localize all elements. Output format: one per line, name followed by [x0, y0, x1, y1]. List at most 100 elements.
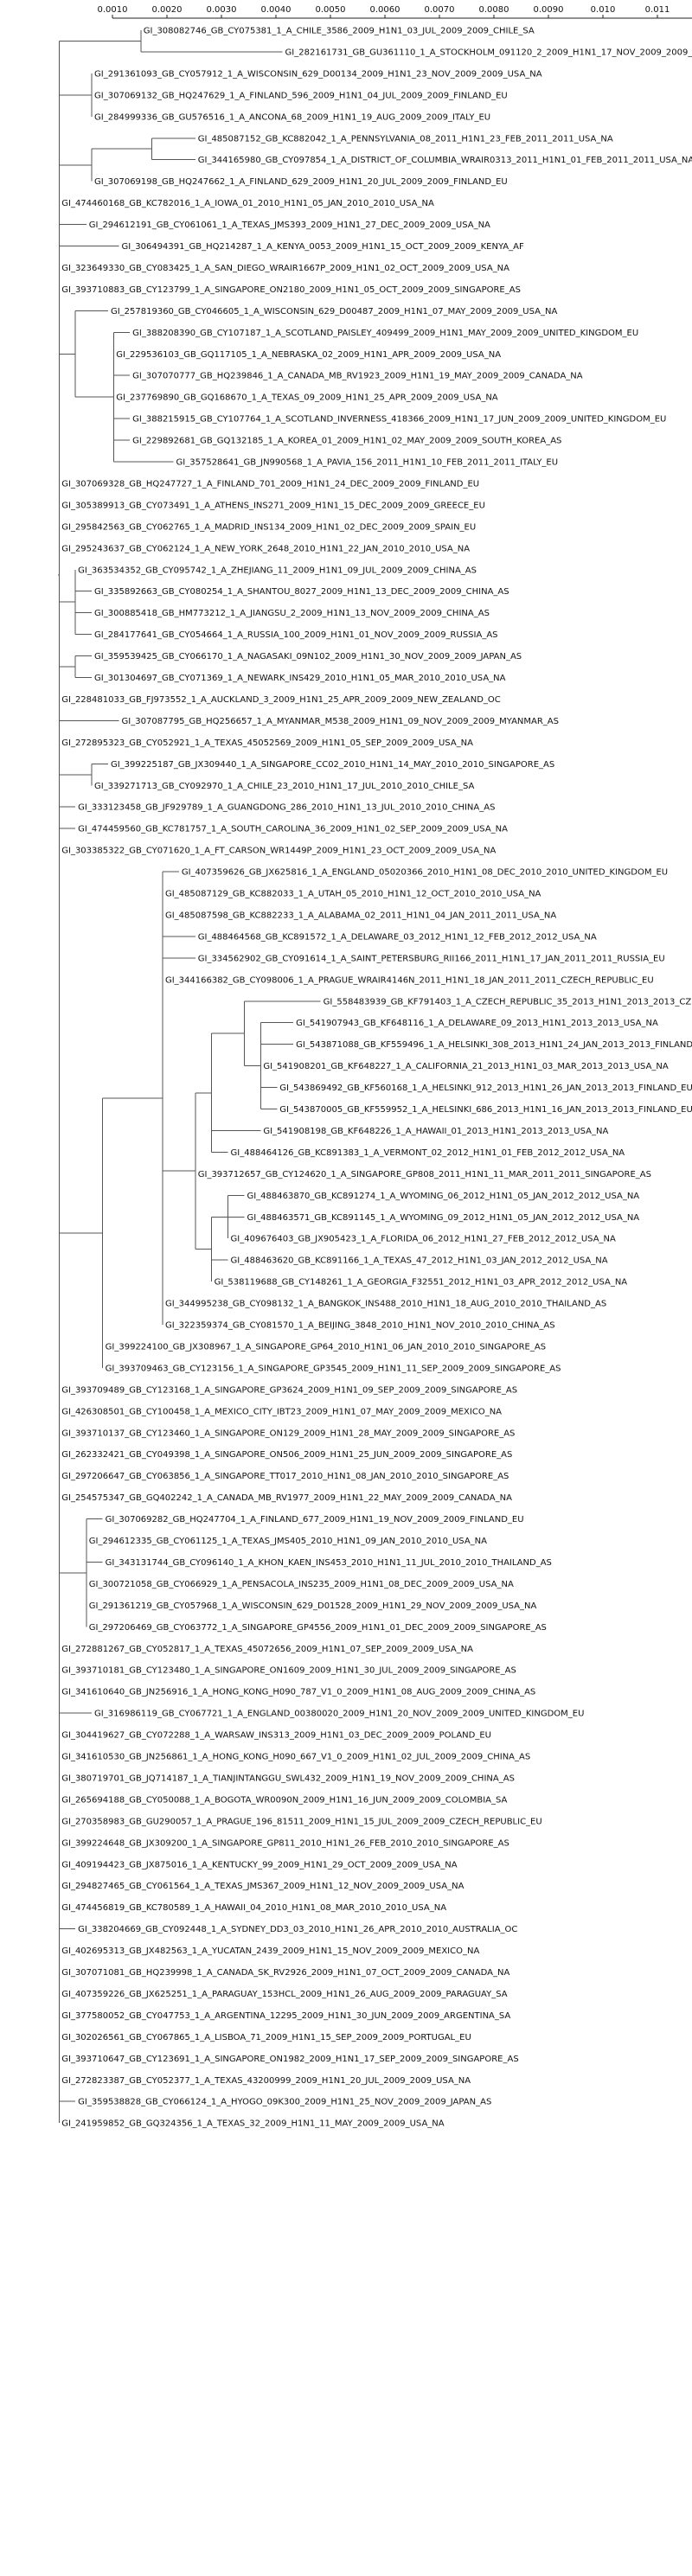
leaf-label: GI_474459560_GB_KC781757_1_A_SOUTH_CAROL… [78, 825, 508, 834]
leaf-label: GI_307069328_GB_HQ247727_1_A_FINLAND_701… [61, 479, 479, 489]
leaf-label: GI_393710181_GB_CY123480_1_A_SINGAPORE_O… [61, 1666, 516, 1676]
leaf-label: GI_304419627_GB_CY072288_1_A_WARSAW_INS3… [61, 1731, 491, 1741]
leaf-label: GI_426308501_GB_CY100458_1_A_MEXICO_CITY… [61, 1407, 502, 1416]
leaf-label: GI_541908201_GB_KF648227_1_A_CALIFORNIA_… [263, 1062, 669, 1071]
leaf-label: GI_307069198_GB_HQ247662_1_A_FINLAND_629… [94, 177, 508, 187]
leaf-label: GI_409194423_GB_JX875016_1_A_KENTUCKY_99… [61, 1860, 457, 1870]
leaf-label: GI_485087598_GB_KC882233_1_A_ALABAMA_02_… [165, 911, 556, 920]
leaf-label: GI_307070777_GB_HQ239846_1_A_CANADA_MB_R… [132, 372, 583, 381]
leaf-label: GI_257819360_GB_CY046605_1_A_WISCONSIN_6… [111, 307, 558, 316]
leaf-label: GI_301304697_GB_CY071369_1_A_NEWARK_INS4… [94, 674, 506, 683]
leaf-label: GI_307071081_GB_HQ239998_1_A_CANADA_SK_R… [61, 1968, 509, 1978]
leaf-label: GI_300885418_GB_HM773212_1_A_JIANGSU_2_2… [94, 609, 490, 618]
axis-tick-label: 0.0070 [425, 5, 455, 15]
leaf-label: GI_393710647_GB_CY123691_1_A_SINGAPORE_O… [61, 2055, 518, 2064]
leaf-label: GI_297206647_GB_CY063856_1_A_SINGAPORE_T… [61, 1472, 509, 1481]
leaf-label: GI_291361219_GB_CY057968_1_A_WISCONSIN_6… [89, 1601, 537, 1611]
leaf-label: GI_488464126_GB_KC891383_1_A_VERMONT_02_… [231, 1148, 625, 1158]
leaf-label: GI_284999336_GB_GU576516_1_A_ANCONA_68_2… [94, 112, 490, 122]
leaf-label: GI_262332421_GB_CY049398_1_A_SINGAPORE_O… [61, 1450, 512, 1460]
scale-axis: 0.0010 0.0020 0.0030 0.0040 0.0050 0.0060 0.00… [98, 5, 692, 19]
axis-tick-label: 0.011 [645, 5, 670, 15]
leaf-label: GI_335892663_GB_CY080254_1_A_SHANTOU_802… [94, 587, 509, 597]
leaf-label: GI_307069132_GB_HQ247629_1_A_FINLAND_596… [94, 91, 508, 100]
leaf-label: GI_307069282_GB_HQ247704_1_A_FINLAND_677… [106, 1515, 524, 1525]
leaf-label: GI_341610640_GB_JN256916_1_A_HONG_KONG_H… [61, 1688, 535, 1697]
leaf-label: GI_305389913_GB_CY073491_1_A_ATHENS_INS2… [61, 501, 485, 510]
axis-tick-label: 0.010 [591, 5, 616, 15]
leaf-label: GI_488463620_GB_KC891166_1_A_TEXAS_47_20… [231, 1256, 608, 1266]
leaf-label: GI_393709489_GB_CY123168_1_A_SINGAPORE_G… [61, 1385, 517, 1395]
tree-branches [58, 30, 321, 2124]
leaf-label: GI_316986119_GB_CY067721_1_A_ENGLAND_003… [94, 1710, 584, 1719]
leaf-label: GI_558483939_GB_KF791403_1_A_CZECH_REPUB… [324, 997, 692, 1007]
leaf-label: GI_323649330_GB_CY083425_1_A_SAN_DIEGO_W… [61, 264, 509, 273]
leaf-label: GI_339271713_GB_CY092970_1_A_CHILE_23_20… [94, 782, 474, 791]
leaf-label: GI_485087152_GB_KC882042_1_A_PENNSYLVANI… [198, 134, 613, 144]
axis-tick-label: 0.0010 [98, 5, 128, 15]
leaf-label: GI_254575347_GB_GQ402242_1_A_CANADA_MB_R… [61, 1493, 512, 1503]
leaf-label: GI_393710137_GB_CY123460_1_A_SINGAPORE_O… [61, 1429, 515, 1438]
leaf-label: GI_272823387_GB_CY052377_1_A_TEXAS_43200… [61, 2076, 471, 2086]
leaf-label: GI_300721058_GB_CY066929_1_A_PENSACOLA_I… [89, 1580, 514, 1589]
leaf-label: GI_541908198_GB_KF648226_1_A_HAWAII_01_2… [263, 1127, 608, 1136]
leaf-label: GI_407359626_GB_JX625816_1_A_ENGLAND_050… [182, 868, 668, 878]
leaf-label: GI_294612335_GB_CY061125_1_A_TEXAS_JMS40… [89, 1537, 487, 1546]
leaf-label: GI_377580052_GB_CY047753_1_A_ARGENTINA_1… [61, 2011, 510, 2021]
leaf-label: GI_295243637_GB_CY062124_1_A_NEW_YORK_26… [61, 544, 470, 553]
leaf-label: GI_344165980_GB_CY097854_1_A_DISTRICT_OF… [198, 156, 692, 165]
leaf-label: GI_229536103_GB_GQ117105_1_A_NEBRASKA_02… [116, 350, 501, 360]
leaf-label: GI_265694188_GB_CY050088_1_A_BOGOTA_WR00… [61, 1795, 507, 1805]
leaf-label: GI_344995238_GB_CY098132_1_A_BANGKOK_INS… [165, 1300, 606, 1309]
leaf-label: GI_474460168_GB_KC782016_1_A_IOWA_01_201… [61, 199, 434, 208]
leaf-label: GI_333123458_GB_JF929789_1_A_GUANGDONG_2… [78, 803, 495, 813]
axis-tick-label: 0.0030 [207, 5, 237, 15]
leaf-label: GI_344166382_GB_CY098006_1_A_PRAGUE_WRAI… [165, 975, 654, 985]
leaf-label: GI_322359374_GB_CY081570_1_A_BEIJING_384… [165, 1321, 555, 1331]
leaf-label: GI_343131744_GB_CY096140_1_A_KHON_KAEN_I… [106, 1558, 552, 1568]
axis-tick-label: 0.0050 [316, 5, 346, 15]
leaf-label: GI_295842563_GB_CY062765_1_A_MADRID_INS1… [61, 522, 476, 532]
leaf-label: GI_282161731_GB_GU361110_1_A_STOCKHOLM_0… [285, 48, 692, 57]
leaf-label: GI_241959852_GB_GQ324356_1_A_TEXAS_32_20… [61, 2119, 445, 2129]
leaf-label: GI_363534352_GB_CY095742_1_A_ZHEJIANG_11… [78, 566, 477, 575]
leaf-label: GI_228481033_GB_FJ973552_1_A_AUCKLAND_3_… [61, 695, 501, 705]
leaf-label: GI_393709463_GB_CY123156_1_A_SINGAPORE_G… [106, 1364, 561, 1373]
leaf-label: GI_284177641_GB_CY054664_1_A_RUSSIA_100_… [94, 630, 497, 640]
leaf-label: GI_338204669_GB_CY092448_1_A_SYDNEY_DD3_… [78, 1925, 517, 1934]
leaf-label: GI_237769890_GB_GQ168670_1_A_TEXAS_09_20… [116, 393, 498, 403]
leaf-label: GI_388215915_GB_CY107764_1_A_SCOTLAND_IN… [132, 415, 666, 425]
leaf-label: GI_399224100_GB_JX308967_1_A_SINGAPORE_G… [106, 1342, 546, 1352]
leaf-label: GI_409676403_GB_JX905423_1_A_FLORIDA_06_… [231, 1235, 616, 1244]
leaf-label: GI_294827465_GB_CY061564_1_A_TEXAS_JMS36… [61, 1882, 464, 1891]
leaf-label: GI_474456819_GB_KC780589_1_A_HAWAII_04_2… [61, 1903, 446, 1913]
leaf-label: GI_334562902_GB_CY091614_1_A_SAINT_PETER… [198, 954, 665, 963]
leaf-label: GI_341610530_GB_JN256861_1_A_HONG_KONG_H… [61, 1753, 530, 1762]
axis-tick-label: 0.0040 [261, 5, 292, 15]
leaf-label: GI_297206469_GB_CY063772_1_A_SINGAPORE_G… [89, 1623, 547, 1633]
leaf-label: GI_272881267_GB_CY052817_1_A_TEXAS_45072… [61, 1645, 473, 1654]
leaf-label: GI_538119688_GB_CY148261_1_A_GEORGIA_F32… [215, 1278, 628, 1288]
leaf-label: GI_229892681_GB_GQ132185_1_A_KOREA_01_20… [132, 437, 561, 446]
leaf-label: GI_359539425_GB_CY066170_1_A_NAGASAKI_09… [94, 652, 522, 662]
leaf-label: GI_294612191_GB_CY061061_1_A_TEXAS_JMS39… [89, 221, 490, 230]
leaf-label: GI_307087795_GB_HQ256657_1_A_MYANMAR_M53… [122, 717, 559, 726]
leaf-label: GI_380719701_GB_JQ714187_1_A_TIANJINTANG… [61, 1774, 515, 1783]
leaf-label: GI_543869492_GB_KF560168_1_A_HELSINKI_91… [279, 1083, 692, 1093]
leaf-label: GI_388208390_GB_CY107187_1_A_SCOTLAND_PA… [132, 329, 638, 338]
axis-tick-label: 0.0060 [370, 5, 400, 15]
leaf-label: GI_543871088_GB_KF559496_1_A_HELSINKI_30… [296, 1040, 692, 1050]
axis-tick-label: 0.0020 [152, 5, 183, 15]
leaf-label: GI_541907943_GB_KF648116_1_A_DELAWARE_09… [296, 1019, 658, 1028]
leaf-label: GI_488463571_GB_KC891145_1_A_WYOMING_09_… [247, 1213, 639, 1223]
leaf-label: GI_303385322_GB_CY071620_1_A_FT_CARSON_W… [61, 847, 496, 856]
leaf-label: GI_272895323_GB_CY052921_1_A_TEXAS_45052… [61, 738, 473, 748]
leaf-label: GI_291361093_GB_CY057912_1_A_WISCONSIN_6… [94, 69, 542, 79]
leaf-label: GI_543870005_GB_KF559952_1_A_HELSINKI_68… [279, 1105, 692, 1115]
leaf-label: GI_270358983_GB_GU290057_1_A_PRAGUE_196_… [61, 1817, 541, 1826]
leaf-label: GI_393710883_GB_CY123799_1_A_SINGAPORE_O… [61, 285, 521, 295]
leaf-label: GI_302026561_GB_CY067865_1_A_LISBOA_71_2… [61, 2033, 471, 2042]
leaf-label: GI_488463870_GB_KC891274_1_A_WYOMING_06_… [247, 1192, 639, 1201]
leaf-label: GI_488464568_GB_KC891572_1_A_DELAWARE_03… [198, 932, 597, 942]
